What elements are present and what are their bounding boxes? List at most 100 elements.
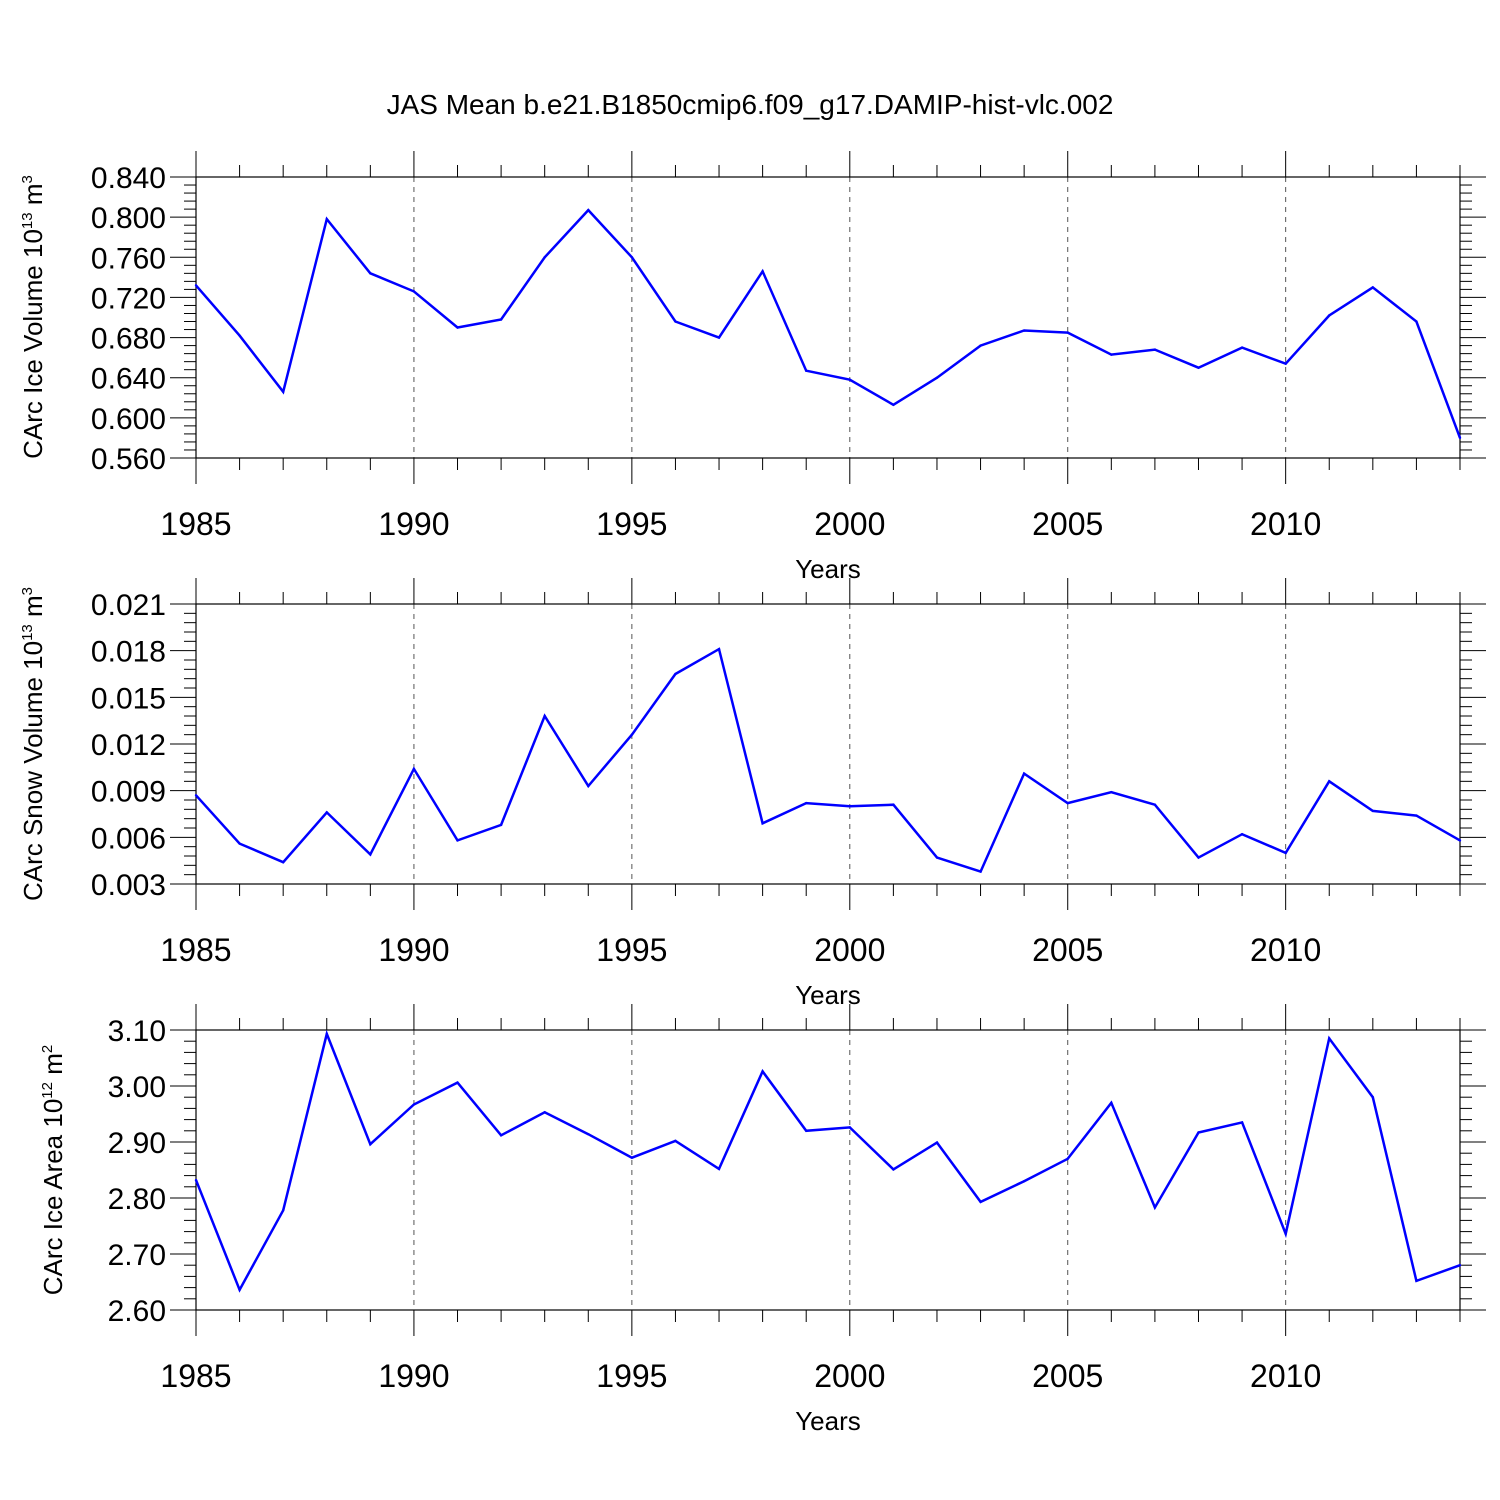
data-point — [1066, 1157, 1069, 1161]
data-point — [369, 853, 372, 856]
data-point — [1153, 1206, 1157, 1209]
y-axis-label: CArc Snow Volume 1013 m3 — [18, 587, 48, 901]
x-tick-label: 2000 — [814, 1358, 885, 1394]
y-axis-unit-exponent: 13 — [19, 624, 36, 641]
data-point — [979, 1200, 982, 1204]
data-point — [587, 208, 590, 212]
data-point — [194, 794, 198, 797]
x-tick-label: 1990 — [378, 506, 449, 542]
data-point — [325, 217, 328, 221]
y-axis-label-part: m — [38, 1053, 68, 1075]
y-tick-label: 2.90 — [108, 1127, 166, 1160]
data-point — [848, 1126, 851, 1129]
data-point — [805, 369, 808, 372]
data-point — [1153, 803, 1157, 806]
data-point — [543, 1111, 546, 1114]
data-point — [1415, 1279, 1418, 1283]
data-point — [325, 1032, 328, 1036]
data-point — [717, 647, 721, 651]
y-tick-label: 0.760 — [91, 242, 166, 275]
data-point — [1197, 1131, 1200, 1134]
y-axis-label-part: 10 — [38, 1099, 68, 1128]
plot-frame — [195, 176, 1461, 459]
data-point — [499, 318, 503, 321]
data-point — [281, 861, 285, 864]
data-point — [1240, 346, 1244, 349]
y-axis-label: CArc Ice Area 1012 m2 — [38, 1045, 68, 1296]
data-point — [1022, 772, 1026, 775]
data-point — [238, 1288, 241, 1292]
data-point — [369, 272, 372, 275]
data-point — [1328, 780, 1331, 783]
data-point — [630, 256, 634, 259]
data-point — [456, 839, 459, 842]
y-axis-label-part: CArc Ice Volume — [18, 265, 48, 459]
plot-frame — [195, 1029, 1461, 1311]
y-tick-label: 0.018 — [91, 636, 166, 669]
data-point — [281, 390, 285, 393]
y-tick-label: 0.009 — [91, 776, 166, 809]
data-point — [369, 1143, 372, 1146]
data-point — [935, 1141, 939, 1144]
x-tick-label: 2005 — [1032, 506, 1103, 542]
y-axis-unit-exponent: 3 — [19, 587, 36, 595]
data-point — [935, 856, 939, 859]
data-point — [1110, 1101, 1113, 1105]
x-tick-label: 2010 — [1250, 506, 1321, 542]
x-tick-label: 2000 — [814, 506, 885, 542]
data-point — [499, 823, 503, 827]
data-point — [412, 1103, 416, 1106]
data-point — [1458, 436, 1462, 440]
y-axis-label-part: m — [18, 183, 48, 205]
data-point — [1197, 856, 1200, 859]
x-tick-label: 1990 — [378, 1358, 449, 1394]
data-point — [1371, 1096, 1375, 1099]
x-tick-label: 2005 — [1032, 1358, 1103, 1394]
data-point — [805, 1129, 808, 1133]
panel-2: 0.003 0.006 0.009 0.012 0.015 0.018 0.021 1985 1… — [18, 578, 1486, 1010]
x-tick-label: 1995 — [596, 932, 667, 968]
data-point — [848, 378, 851, 381]
panel-3: 2.60 2.70 2.80 2.90 3.00 3.10 1985 1990 1995 2000… — [38, 1004, 1486, 1436]
y-axis-label-space — [18, 205, 48, 212]
figure-title: JAS Mean b.e21.B1850cmip6.f09_g17.DAMIP-… — [387, 89, 1114, 120]
data-point — [630, 1156, 634, 1159]
y-axis-label-space — [38, 1075, 68, 1082]
y-tick-label: 2.80 — [108, 1183, 166, 1216]
data-point — [238, 334, 241, 337]
data-point — [1153, 348, 1157, 351]
y-tick-label: 0.720 — [91, 282, 166, 315]
data-point — [194, 284, 198, 287]
data-point — [1240, 1121, 1244, 1124]
y-tick-label: 0.600 — [91, 403, 166, 436]
y-tick-label: 0.560 — [91, 443, 166, 476]
x-axis-label: Years — [795, 554, 861, 584]
data-point — [1110, 791, 1113, 794]
data-point — [892, 403, 895, 407]
data-point — [456, 1081, 459, 1084]
data-point — [456, 326, 459, 329]
x-axis-label: Years — [795, 1406, 861, 1436]
data-point — [1022, 329, 1026, 332]
y-axis-unit-exponent: 13 — [19, 212, 36, 229]
data-point — [587, 1132, 590, 1136]
y-tick-label: 3.00 — [108, 1071, 166, 1104]
y-tick-label: 0.012 — [91, 729, 166, 762]
plot-frame — [195, 603, 1461, 885]
x-tick-label: 2000 — [814, 932, 885, 968]
data-point — [630, 733, 634, 736]
y-tick-label: 3.10 — [108, 1015, 166, 1048]
x-tick-label: 1995 — [596, 506, 667, 542]
y-axis-label-part: 10 — [18, 229, 48, 258]
y-axis-label-space — [18, 670, 48, 677]
panel-1: 0.560 0.600 0.640 0.680 0.720 0.760 0.800 0.840… — [18, 151, 1486, 584]
data-point — [674, 1139, 677, 1143]
data-point — [281, 1209, 285, 1212]
data-point — [412, 767, 416, 771]
data-point — [412, 290, 416, 293]
y-tick-label: 0.800 — [91, 202, 166, 235]
data-point — [587, 784, 590, 788]
data-point — [892, 1168, 895, 1171]
data-point — [979, 870, 982, 873]
